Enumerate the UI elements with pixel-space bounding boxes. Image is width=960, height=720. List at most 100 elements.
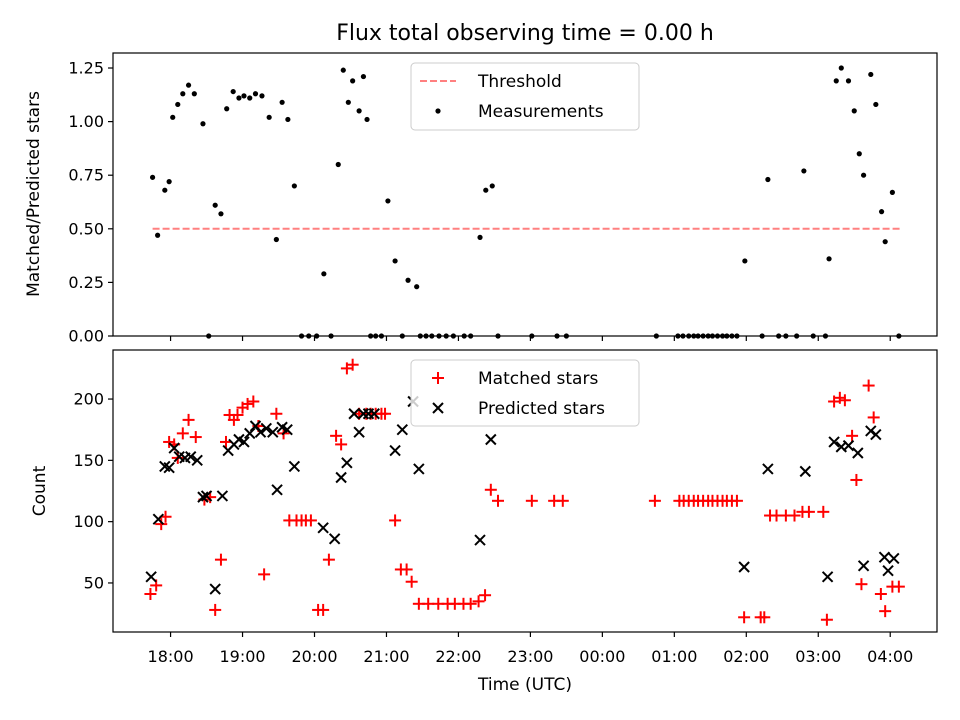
matched-star-point (209, 603, 222, 616)
measurement-point (483, 187, 489, 193)
matched-star-point (163, 435, 176, 448)
predicted-star-point (852, 447, 864, 459)
bottom-panel-frame (112, 349, 938, 633)
predicted-star-point (485, 433, 497, 446)
matched-star-point (862, 379, 875, 392)
predicted-star-point (260, 422, 272, 435)
predicted-star-point (244, 427, 256, 440)
measurement-point (845, 78, 852, 84)
top-legend-measurements-label: Measurements (478, 102, 604, 122)
bottom-ytick-label: 150 (73, 451, 104, 470)
measurement-point (350, 78, 356, 84)
matched-star-point (189, 431, 202, 444)
measurement-point (285, 116, 291, 123)
matched-star-point (758, 611, 771, 624)
bottom-xtick-label: 23:00 (507, 647, 553, 666)
matched-star-point (317, 603, 330, 616)
matched-star-point (231, 408, 244, 421)
top-panel-xticks (169, 336, 891, 341)
matched-star-point (379, 407, 392, 420)
matched-star-point (484, 483, 497, 496)
measurement-point (335, 161, 341, 168)
predicted-star-point (238, 436, 250, 448)
measurement-point (273, 236, 279, 243)
predicted-star-point (799, 465, 812, 478)
matched-star-point (405, 575, 418, 588)
bottom-xtick-label: 21:00 (363, 647, 409, 666)
measurement-point (149, 174, 156, 180)
matched-star-point (820, 613, 833, 626)
measurement-point (742, 258, 748, 264)
bottom-xtick-label: 18:00 (148, 647, 194, 666)
matched-star-point (788, 509, 801, 522)
measurement-point (838, 65, 844, 71)
measurement-point (860, 172, 867, 178)
top-panel-ylabel: Matched/Predicted stars (24, 91, 44, 297)
measurement-point (241, 93, 247, 99)
bottom-ytick-label: 100 (73, 512, 104, 531)
top-panel: 0.00 0.25 0.50 0.75 1.00 1.25 Matched/Predict… (24, 52, 938, 346)
measurement-point (889, 189, 895, 195)
matched-star-point (556, 494, 569, 507)
predicted-star-point (396, 423, 409, 436)
measurement-point (405, 277, 411, 283)
predicted-star-point (200, 490, 213, 502)
predicted-star-point (821, 571, 834, 583)
matched-star-point (176, 427, 189, 440)
bottom-legend-predicted-label: Predicted stars (478, 399, 605, 419)
top-ytick-label: 1.00 (68, 112, 104, 131)
matched-star-point (802, 505, 815, 518)
predicted-star-point (842, 439, 855, 452)
bottom-panel-marks (144, 358, 905, 626)
predicted-star-point (762, 463, 774, 475)
predicted-star-point (882, 564, 894, 577)
measurement-point (180, 91, 186, 97)
predicted-star-point (168, 442, 180, 454)
bottom-legend-predicted-swatch (432, 402, 444, 414)
predicted-star-point (341, 457, 353, 469)
measurement-point (321, 271, 327, 277)
predicted-star-point (413, 463, 425, 475)
measurement-point (252, 91, 259, 97)
predicted-star-point (317, 522, 329, 534)
measurement-point (340, 67, 346, 73)
predicted-star-point (216, 490, 229, 502)
matched-star-point (219, 435, 232, 448)
bottom-xtick-label: 20:00 (291, 647, 337, 666)
matched-star-point (472, 595, 485, 608)
measurement-point (882, 239, 888, 245)
top-legend: Threshold Measurements (410, 62, 640, 131)
matched-star-point (464, 597, 477, 610)
measurement-point (230, 88, 236, 95)
measurement-point (236, 95, 242, 101)
bottom-legend-matched-swatch (432, 372, 444, 384)
top-legend-measurements-swatch (435, 108, 441, 114)
bottom-xtick-label: 22:00 (435, 647, 481, 666)
predicted-star-point (870, 428, 882, 441)
predicted-star-point (281, 423, 293, 436)
matched-star-point (892, 580, 905, 593)
top-legend-threshold-label: Threshold (477, 72, 562, 92)
measurement-point (856, 151, 862, 157)
measurement-point (826, 256, 832, 262)
chart-title: Flux total observing time = 0.00 h (336, 21, 714, 46)
measurement-point (833, 78, 839, 84)
bottom-xtick-label: 03:00 (795, 647, 841, 666)
measurement-point (155, 232, 161, 238)
measurement-point (392, 258, 398, 264)
predicted-star-point (185, 450, 197, 463)
measurement-point (166, 179, 172, 185)
bottom-legend-matched-label: Matched stars (478, 369, 598, 389)
bottom-panel-yticks: 50 100 150 200 (73, 390, 113, 592)
matched-star-point (241, 397, 254, 410)
top-ytick-label: 0.25 (68, 273, 104, 292)
predicted-star-point (474, 534, 486, 546)
matched-star-point (270, 407, 283, 420)
predicted-star-point (348, 408, 360, 420)
predicted-star-point (828, 436, 840, 448)
measurement-point (489, 183, 495, 189)
measurement-point (266, 114, 272, 120)
predicted-star-point (888, 552, 900, 565)
predicted-star-point (267, 426, 279, 438)
predicted-star-point (197, 491, 209, 503)
